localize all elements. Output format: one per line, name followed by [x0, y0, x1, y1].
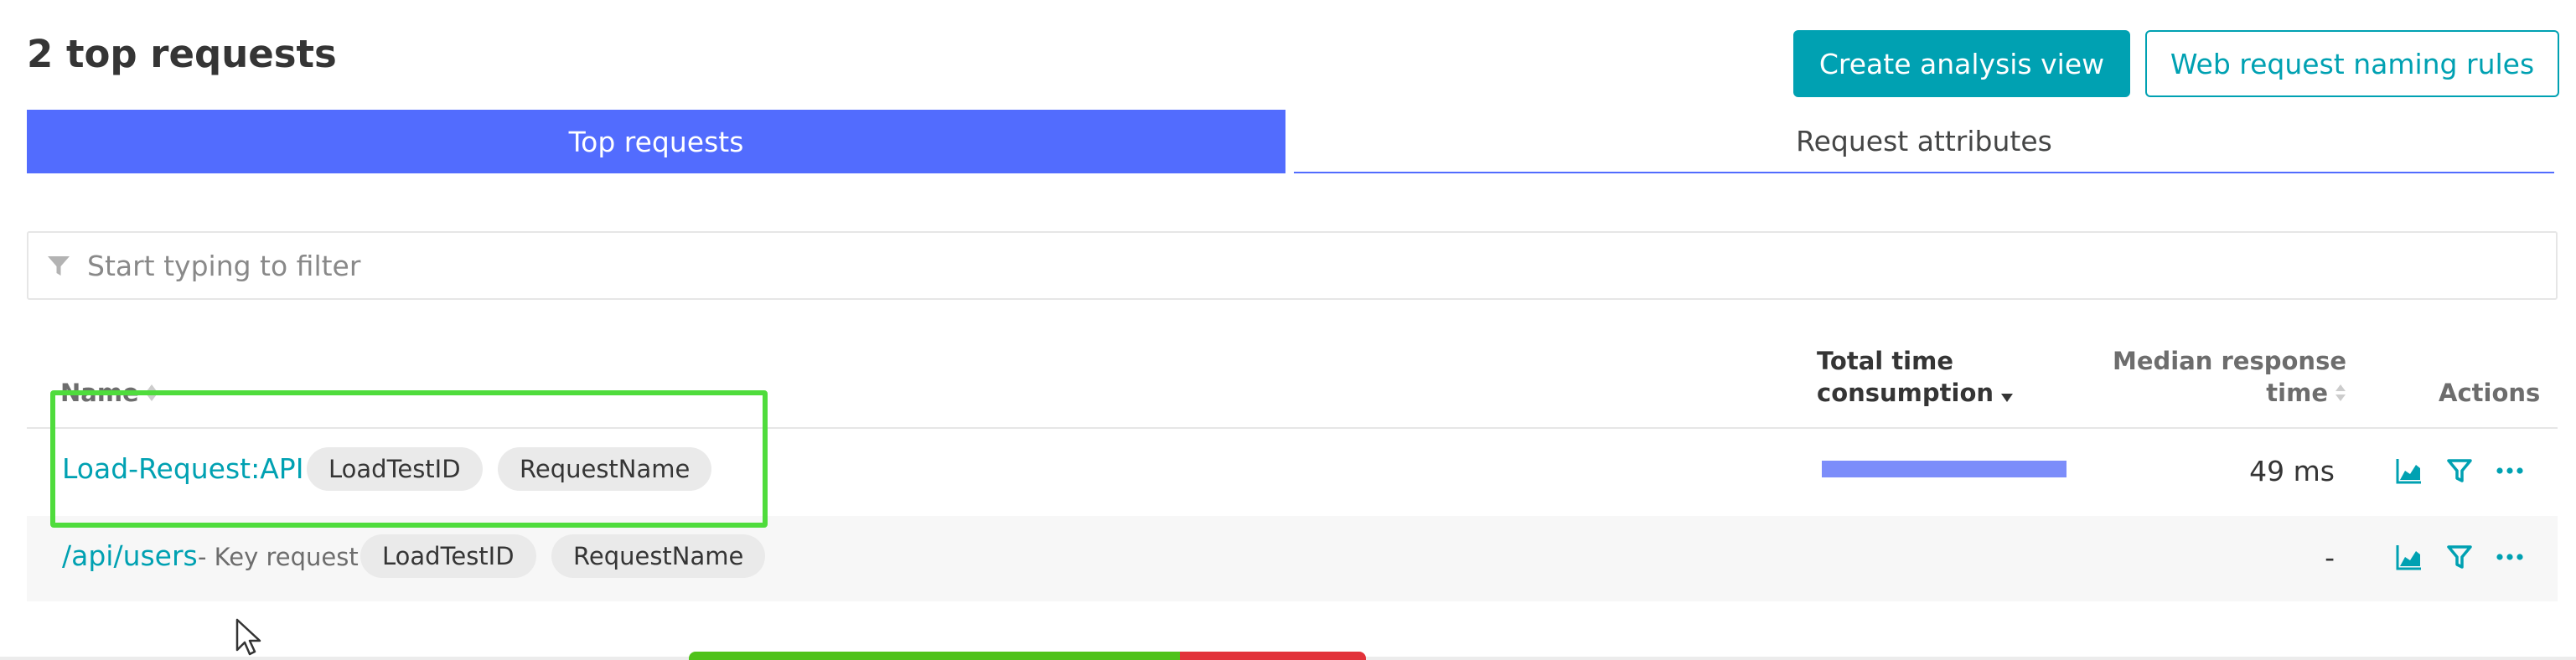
more-icon[interactable]: [2496, 543, 2524, 571]
attribute-chip-loadtestid[interactable]: LoadTestID: [307, 447, 483, 491]
column-header-median-line2: time: [2266, 379, 2328, 407]
highlight-box: [50, 390, 768, 528]
create-analysis-view-button[interactable]: Create analysis view: [1793, 30, 2130, 97]
chart-icon[interactable]: [2395, 543, 2423, 571]
mouse-cursor-icon: [235, 618, 265, 657]
column-header-median-line1: Median response: [2112, 347, 2346, 375]
filter-action-icon[interactable]: [2445, 543, 2474, 571]
column-header-total-time[interactable]: Total time consumption: [1817, 345, 2014, 410]
request-link-api-users[interactable]: /api/users: [62, 539, 198, 572]
total-time-bar: [1822, 461, 2066, 477]
column-header-actions: Actions: [2439, 379, 2541, 407]
key-request-label: - Key request: [198, 543, 359, 571]
filter-icon: [45, 253, 72, 280]
filter-action-icon[interactable]: [2445, 456, 2474, 485]
request-link-load-request-api[interactable]: Load-Request:API: [62, 452, 304, 485]
status-bar-green: [689, 652, 1180, 660]
column-header-total-line2: consumption: [1817, 379, 1994, 407]
status-bar-red: [1180, 652, 1366, 660]
page-title: 2 top requests: [27, 32, 337, 76]
column-header-median-response-time[interactable]: Median response time: [2112, 345, 2346, 410]
total-time-bar-fill: [1822, 461, 2066, 477]
tab-request-attributes[interactable]: Request attributes: [1294, 110, 2554, 173]
median-response-time: 49 ms: [2249, 455, 2335, 487]
sort-icon: [146, 379, 158, 410]
filter-input[interactable]: [87, 233, 2517, 298]
chart-icon[interactable]: [2395, 456, 2423, 485]
filter-bar[interactable]: [27, 231, 2558, 300]
web-request-naming-rules-button[interactable]: Web request naming rules: [2145, 30, 2559, 97]
attribute-chip-loadtestid[interactable]: LoadTestID: [360, 534, 536, 578]
attribute-chip-requestname[interactable]: RequestName: [498, 447, 712, 491]
attribute-chip-requestname[interactable]: RequestName: [551, 534, 766, 578]
sort-icon: [2335, 379, 2346, 410]
more-icon[interactable]: [2496, 456, 2524, 485]
tab-top-requests[interactable]: Top requests: [27, 110, 1285, 173]
sort-desc-icon: [2000, 379, 2014, 410]
median-response-time: -: [2325, 541, 2335, 574]
column-header-total-line1: Total time: [1817, 347, 1954, 375]
table-header-divider: [27, 427, 2558, 429]
